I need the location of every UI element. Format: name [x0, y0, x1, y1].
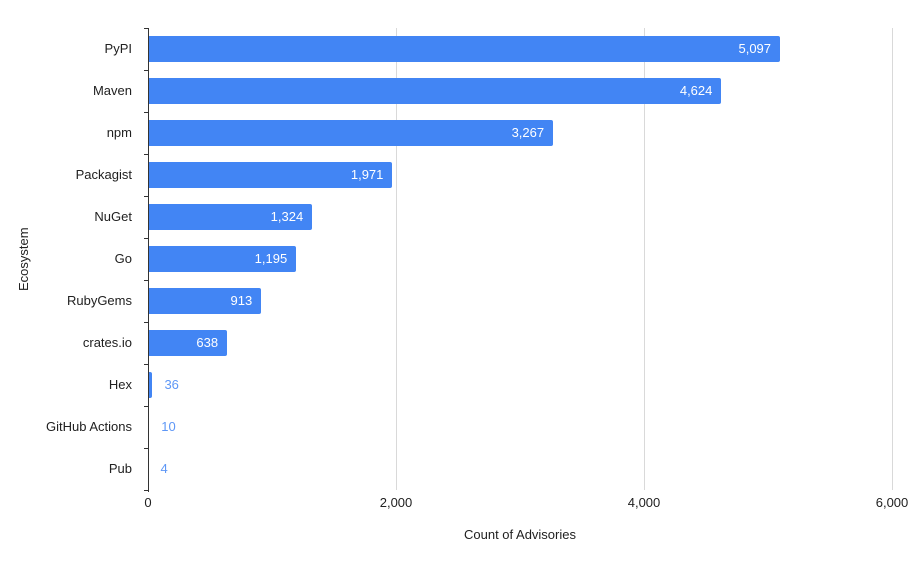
bar[interactable] [148, 288, 262, 314]
y-axis-tick [144, 112, 148, 113]
bar[interactable] [148, 246, 297, 272]
x-axis-tick-labels: 0 2,000 4,000 6,000 [144, 495, 908, 511]
y-axis-tick [144, 364, 148, 365]
bar-row: 1,971 [148, 154, 892, 196]
bar-row: 4 [148, 448, 892, 490]
x-tick-label: 4,000 [627, 495, 661, 510]
y-axis-tick [144, 280, 148, 281]
bar[interactable] [148, 120, 554, 146]
bar-row: 1,324 [148, 196, 892, 238]
y-axis-tick [144, 70, 148, 71]
x-tick-label: 2,000 [379, 495, 413, 510]
y-axis-tick [144, 196, 148, 197]
gridline [396, 28, 397, 490]
y-axis-tick [144, 28, 148, 29]
x-tick-label: 0 [144, 495, 152, 510]
category-label: NuGet [94, 209, 132, 224]
bar-value-label: 4,624 [679, 83, 713, 98]
bar-row: 913 [148, 280, 892, 322]
bar-value-label: 913 [230, 293, 253, 308]
category-label: PyPI [104, 41, 132, 56]
y-axis-tick [144, 238, 148, 239]
y-axis-tick [144, 154, 148, 155]
category-label: crates.io [82, 335, 132, 350]
y-axis-tick [144, 322, 148, 323]
y-axis-line [148, 28, 149, 492]
category-label: RubyGems [66, 293, 132, 308]
bar-value-label: 3,267 [511, 125, 545, 140]
category-label: GitHub Actions [46, 419, 132, 434]
bar-row: 1,195 [148, 238, 892, 280]
bar-value-label: 1,971 [350, 167, 384, 182]
bar[interactable] [148, 78, 722, 104]
category-label: Maven [92, 83, 132, 98]
bar-value-label: 4 [160, 461, 168, 476]
gridline [892, 28, 893, 490]
bar[interactable] [148, 372, 153, 398]
category-label: Hex [108, 377, 132, 392]
bar-row: 638 [148, 322, 892, 364]
x-axis-title: Count of Advisories [463, 527, 576, 542]
bar[interactable] [148, 330, 228, 356]
y-axis-tick [144, 448, 148, 449]
bar[interactable] [148, 204, 313, 230]
bar-value-label: 36 [164, 377, 179, 392]
bar-row: 5,097 [148, 28, 892, 70]
y-axis-tick [144, 406, 148, 407]
bar-value-label: 5,097 [738, 41, 772, 56]
bar-row: 3,267 [148, 112, 892, 154]
bar-value-label: 1,324 [270, 209, 304, 224]
gridline [644, 28, 645, 490]
bar-value-label: 1,195 [254, 251, 288, 266]
category-label: Pub [108, 461, 132, 476]
category-label: Go [114, 251, 132, 266]
bar-row: 36 [148, 364, 892, 406]
category-label: npm [106, 125, 132, 140]
bar[interactable] [148, 36, 781, 62]
bar-value-label: 10 [161, 419, 176, 434]
category-axis-labels: PyPI Maven npm Packagist NuGet Go RubyGems crat… [0, 28, 140, 490]
bar-row: 4,624 [148, 70, 892, 112]
plot-area: 5,097 4,624 3,267 1,971 1,324 1,195 913 638 36 10… [144, 28, 893, 492]
x-tick-label: 6,000 [875, 495, 909, 510]
bar-row: 10 [148, 406, 892, 448]
category-label: Packagist [75, 167, 132, 182]
bar-value-label: 638 [196, 335, 219, 350]
bar[interactable] [148, 162, 393, 188]
y-axis-tick [144, 490, 148, 491]
